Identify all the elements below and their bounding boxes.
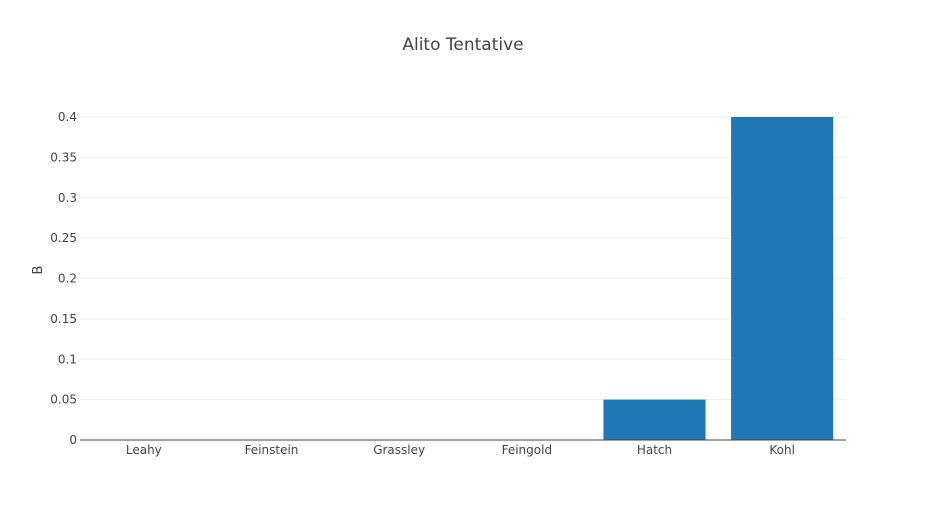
x-tick-label: Feingold (502, 443, 552, 457)
x-tick-label: Leahy (126, 443, 162, 457)
chart-title: Alito Tentative (402, 35, 523, 55)
y-axis-title: B (31, 266, 46, 275)
y-tick-label: 0.05 (50, 393, 77, 407)
x-axis-ticks: Leahy Feinstein Grassley Feingold Hatch Kohl (126, 443, 795, 457)
gridlines (80, 116, 846, 401)
bar (603, 399, 706, 440)
bar (731, 117, 834, 440)
y-tick-label: 0 (69, 433, 77, 447)
x-tick-label: Hatch (637, 443, 672, 457)
y-tick-label: 0.3 (58, 191, 77, 205)
bars (603, 117, 834, 440)
x-tick-label: Kohl (769, 443, 795, 457)
y-tick-label: 0.4 (58, 110, 77, 124)
y-tick-label: 0.25 (50, 231, 77, 245)
y-tick-label: 0.15 (50, 312, 77, 326)
x-tick-label: Feinstein (245, 443, 299, 457)
y-tick-label: 0.35 (50, 150, 77, 164)
y-tick-label: 0.1 (58, 352, 77, 366)
y-axis-ticks: 0 0.05 0.1 0.15 0.2 0.25 0.3 0.35 0.4 (50, 110, 77, 447)
y-tick-label: 0.2 (58, 272, 77, 286)
x-tick-label: Grassley (373, 443, 425, 457)
